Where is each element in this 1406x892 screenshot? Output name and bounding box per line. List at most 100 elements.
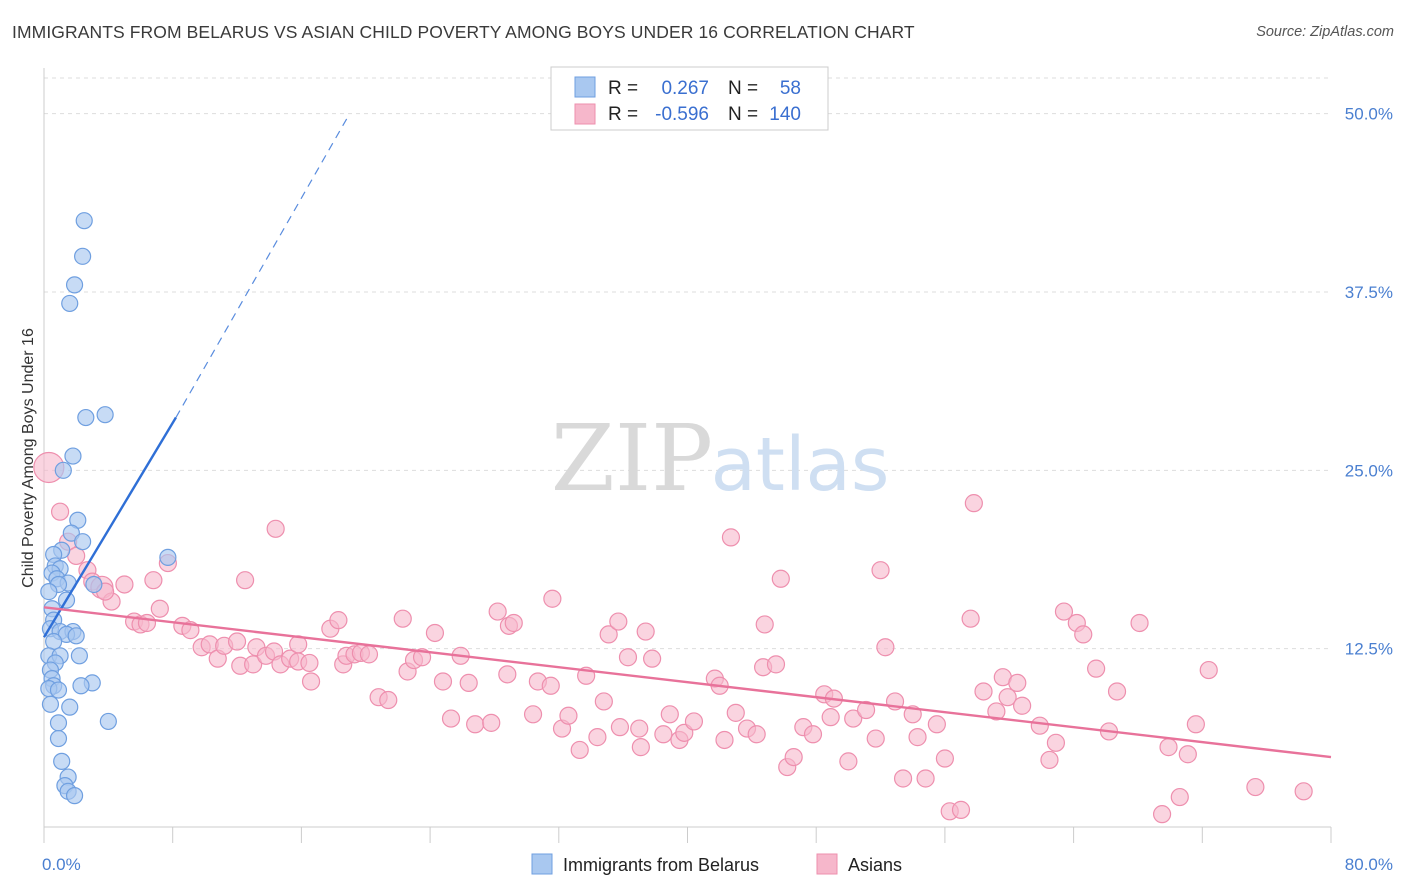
belarus-point-41 <box>72 677 90 695</box>
asians-point-75 <box>630 719 649 738</box>
asians-point-129 <box>1074 625 1093 644</box>
asians-point-106 <box>876 638 895 657</box>
series-legend-label-belarus: Immigrants from Belarus <box>563 855 759 875</box>
asians-point-121 <box>998 688 1017 707</box>
x-tick-labels: 0.0% 80.0% <box>42 855 1393 874</box>
legend-r-value-asians: -0.596 <box>655 104 709 125</box>
belarus-point-5 <box>96 406 114 424</box>
belarus-point-3 <box>61 294 79 313</box>
asians-point-15 <box>137 613 157 633</box>
asians-point-65 <box>559 706 578 725</box>
asians-point-72 <box>610 718 630 737</box>
asians-point-1 <box>50 502 70 521</box>
source-credit: Source: ZipAtlas.com <box>1256 24 1394 40</box>
watermark-zip: ZIP <box>551 405 713 512</box>
asians-point-74 <box>631 738 650 757</box>
belarus-point-43 <box>61 698 79 716</box>
asians-point-111 <box>916 769 935 788</box>
legend-r-label-belarus: R = <box>608 78 638 99</box>
asians-point-51 <box>441 709 461 728</box>
gridlines <box>44 77 1331 650</box>
asians-point-125 <box>1040 750 1059 770</box>
belarus-point-40 <box>49 681 68 699</box>
asians-point-108 <box>893 769 913 788</box>
asians-point-69 <box>594 692 613 711</box>
watermark-atlas: atlas <box>711 422 890 508</box>
legend-n-label-asians: N = <box>728 104 758 125</box>
asians-point-133 <box>1130 613 1149 633</box>
asians-point-25 <box>244 655 263 674</box>
asians-point-134 <box>1152 805 1172 824</box>
series-legend-swatch-belarus <box>531 853 553 875</box>
asians-point-71 <box>609 612 628 631</box>
asians-point-118 <box>974 682 993 701</box>
legend-n-value-belarus: 58 <box>780 78 801 99</box>
asians-point-93 <box>771 569 790 588</box>
asians-point-79 <box>660 705 679 724</box>
trend-lines <box>42 113 1332 759</box>
asians-point-35 <box>301 672 321 691</box>
x-tick-label-start: 0.0% <box>42 855 81 874</box>
asians-point-87 <box>726 703 745 722</box>
asians-point-78 <box>654 725 673 744</box>
asians-point-89 <box>747 725 766 744</box>
asians-point-63 <box>543 589 562 608</box>
asians-trend-line <box>43 606 1332 759</box>
y-tick-label-1: 25.0% <box>1345 461 1393 480</box>
belarus-point-30 <box>45 632 63 651</box>
series-legend-swatch-asians <box>816 853 838 875</box>
belarus-point-29 <box>67 627 85 645</box>
asians-point-115 <box>951 800 971 819</box>
x-tick-label-end: 80.0% <box>1345 855 1393 874</box>
belarus-point-1 <box>74 247 92 265</box>
legend-swatch-asians <box>574 103 596 125</box>
belarus-point-42 <box>41 695 60 713</box>
legend-n-value-asians: 140 <box>769 104 801 125</box>
belarus-point-7 <box>54 461 72 479</box>
asians-point-101 <box>839 752 858 771</box>
asians-point-24 <box>235 571 255 590</box>
asians-point-56 <box>488 602 507 621</box>
watermark: ZIP atlas <box>551 405 890 512</box>
asians-point-137 <box>1178 745 1197 764</box>
asians-point-110 <box>908 728 927 747</box>
legend-n-label-belarus: N = <box>728 78 758 99</box>
legend-r-label-asians: R = <box>608 104 638 125</box>
asians-point-117 <box>964 494 983 513</box>
asians-point-76 <box>636 622 655 641</box>
asians-point-58 <box>504 613 523 633</box>
asians-point-135 <box>1159 738 1178 757</box>
series-legend: Immigrants from Belarus Asians <box>531 853 902 875</box>
asians-point-95 <box>784 747 803 767</box>
asians-point-102 <box>844 709 863 728</box>
asians-point-91 <box>755 615 774 634</box>
axes <box>43 68 1332 843</box>
asians-point-113 <box>935 749 955 768</box>
asians-point-77 <box>643 649 662 668</box>
y-tick-label-2: 37.5% <box>1345 283 1393 302</box>
asians-point-54 <box>466 715 485 734</box>
y-tick-label-0: 12.5% <box>1345 640 1393 659</box>
asians-point-60 <box>523 705 543 724</box>
asians-point-12 <box>150 599 169 618</box>
legend-r-value-belarus: 0.267 <box>661 78 709 99</box>
belarus-point-45 <box>49 714 68 732</box>
asians-point-44 <box>379 690 398 710</box>
asians-point-49 <box>425 623 445 643</box>
asians-point-73 <box>618 648 638 667</box>
belarus-point-13 <box>159 548 177 566</box>
asians-point-116 <box>961 609 980 628</box>
asians-point-55 <box>482 713 501 732</box>
asians-point-130 <box>1087 659 1106 678</box>
asians-point-37 <box>329 611 348 630</box>
belarus-point-46 <box>49 729 68 748</box>
asians-point-53 <box>459 673 478 693</box>
y-axis-label: Child Poverty Among Boys Under 16 <box>20 328 37 588</box>
asians-point-92 <box>766 655 786 674</box>
belarus-point-51 <box>65 787 84 805</box>
belarus-trend-line <box>42 416 177 638</box>
belarus-point-44 <box>99 712 117 731</box>
asians-point-70 <box>599 625 618 644</box>
asians-point-138 <box>1186 715 1205 734</box>
asians-point-126 <box>1046 733 1066 752</box>
